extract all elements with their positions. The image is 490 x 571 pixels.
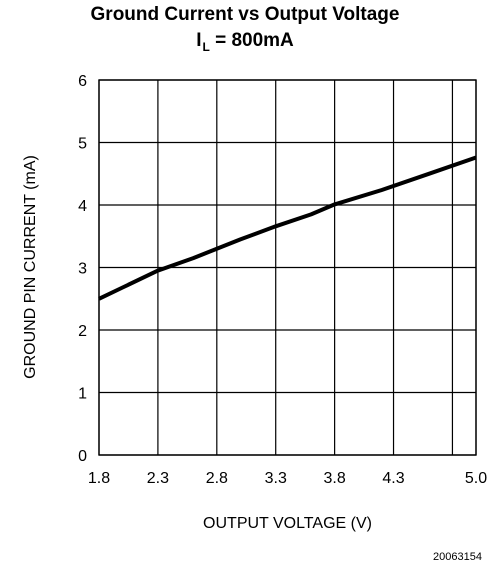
x-tick-label: 2.8 [206,470,228,487]
subtitle-subscript: L [202,40,210,54]
y-tick-label: 5 [78,136,87,153]
chart-subtitle: IL = 800mA [0,30,490,53]
x-tick-label: 3.8 [324,470,346,487]
y-tick-label: 0 [78,448,87,465]
subtitle-prefix: I [196,30,202,51]
y-tick-label: 2 [78,323,87,340]
y-tick-label: 1 [78,386,87,403]
plot-frame [98,79,477,456]
figure-id: 20063154 [433,551,482,563]
y-tick-label: 3 [78,261,87,278]
subtitle-suffix: = 800mA [209,30,294,51]
x-tick-label: 4.3 [382,470,404,487]
y-tick-label: 6 [78,73,87,90]
x-tick-label: 5.0 [465,470,487,487]
x-axis-label: OUTPUT VOLTAGE (V) [203,515,372,532]
x-tick-label: 1.8 [88,470,110,487]
x-tick-label: 2.3 [147,470,169,487]
chart-title: Ground Current vs Output Voltage [90,4,400,25]
y-tick-label: 4 [78,198,87,215]
series-line [98,155,477,301]
y-axis-label: GROUND PIN CURRENT (mA) [22,155,39,379]
x-tick-label: 3.3 [265,470,287,487]
